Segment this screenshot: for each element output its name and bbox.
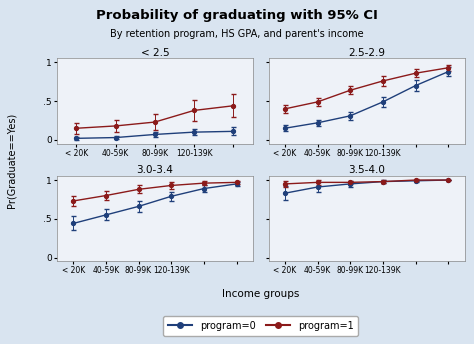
Legend: program=0, program=1: program=0, program=1: [163, 316, 358, 336]
Text: Pr(Graduate==Yes): Pr(Graduate==Yes): [7, 112, 17, 207]
Text: By retention program, HS GPA, and parent's income: By retention program, HS GPA, and parent…: [110, 29, 364, 39]
Title: 3.0-3.4: 3.0-3.4: [137, 165, 173, 175]
Title: < 2.5: < 2.5: [141, 48, 169, 58]
Title: 2.5-2.9: 2.5-2.9: [348, 48, 385, 58]
Text: Income groups: Income groups: [222, 289, 300, 299]
Text: Probability of graduating with 95% CI: Probability of graduating with 95% CI: [96, 9, 378, 22]
Title: 3.5-4.0: 3.5-4.0: [348, 165, 385, 175]
